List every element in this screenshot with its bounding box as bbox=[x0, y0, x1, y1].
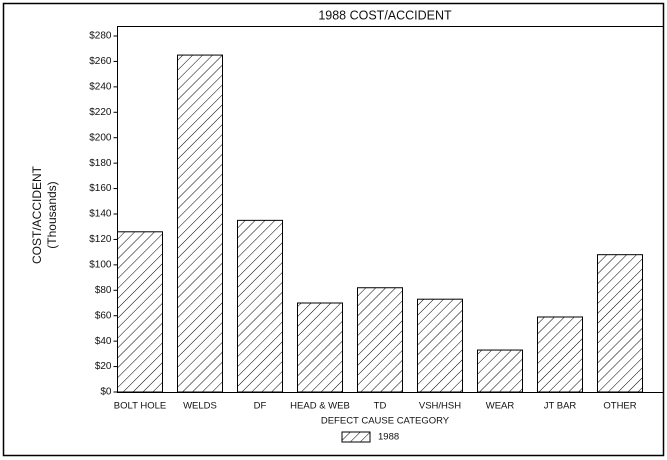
bar bbox=[597, 254, 643, 393]
bar bbox=[417, 298, 463, 393]
y-tick-label: $100 bbox=[89, 259, 112, 270]
y-tick-label: $260 bbox=[89, 56, 112, 67]
y-tick-label: $120 bbox=[89, 234, 112, 245]
x-tick-label: WELDS bbox=[183, 401, 217, 412]
bar bbox=[297, 302, 343, 393]
y-tick-label: $180 bbox=[89, 158, 112, 169]
y-tick-label: $140 bbox=[89, 209, 112, 220]
legend-label: 1988 bbox=[378, 432, 399, 443]
x-tick-label: JT BAR bbox=[544, 401, 577, 412]
y-tick-label: $60 bbox=[95, 310, 112, 321]
bar bbox=[537, 316, 583, 393]
y-axis-label: COST/ACCIDENT bbox=[30, 165, 44, 264]
y-tick-label: $240 bbox=[89, 81, 112, 92]
chart-title: 1988 COST/ACCIDENT bbox=[318, 8, 452, 22]
x-tick-label: TD bbox=[374, 401, 387, 412]
y-tick-label: $160 bbox=[89, 183, 112, 194]
bar bbox=[237, 219, 283, 393]
y-tick-label: $200 bbox=[89, 132, 112, 143]
y-axis-label: (Thousands) bbox=[45, 181, 59, 248]
bar bbox=[477, 349, 523, 393]
x-axis-label: DEFECT CAUSE CATEGORY bbox=[321, 416, 450, 427]
bar bbox=[177, 54, 223, 393]
y-tick-label: $20 bbox=[95, 361, 112, 372]
y-tick-label: $220 bbox=[89, 107, 112, 118]
bar bbox=[357, 287, 403, 393]
y-tick-label: $80 bbox=[95, 285, 112, 296]
x-tick-label: DF bbox=[254, 401, 267, 412]
y-tick-label: $0 bbox=[100, 387, 112, 398]
x-tick-label: WEAR bbox=[486, 401, 515, 412]
x-tick-label: BOLT HOLE bbox=[114, 401, 166, 412]
x-tick-label: OTHER bbox=[603, 401, 636, 412]
x-tick-label: VSH/HSH bbox=[419, 401, 461, 412]
legend-swatch bbox=[341, 431, 371, 443]
y-tick-label: $280 bbox=[89, 31, 112, 42]
bar bbox=[117, 231, 163, 393]
x-tick-label: HEAD & WEB bbox=[290, 401, 350, 412]
y-tick-label: $40 bbox=[95, 336, 112, 347]
